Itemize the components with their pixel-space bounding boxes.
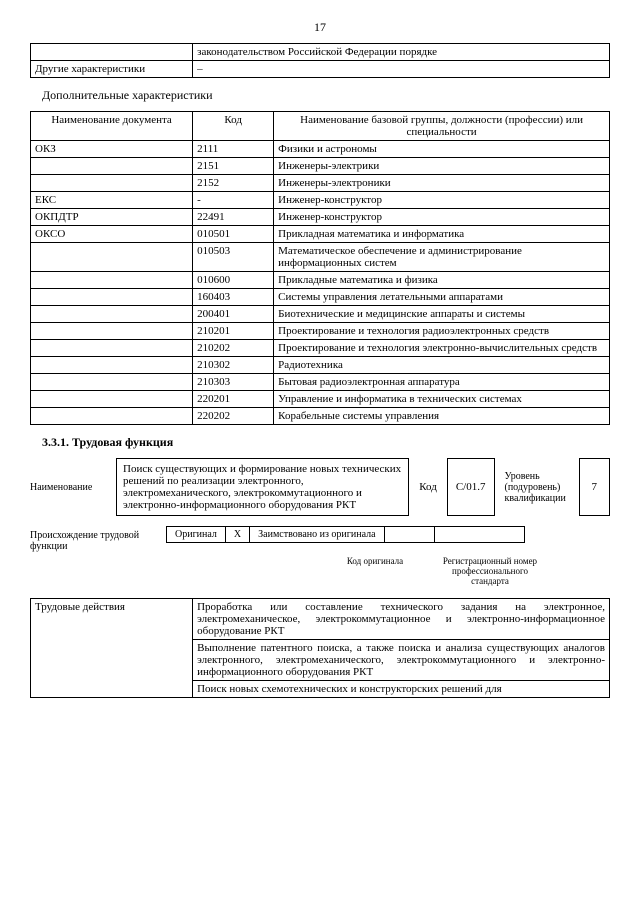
- cell: [31, 44, 193, 61]
- cell: 2152: [193, 175, 274, 192]
- cell: [31, 357, 193, 374]
- cell: ОКПДТР: [31, 209, 193, 226]
- cell: [384, 527, 434, 543]
- cell: Радиотехника: [274, 357, 610, 374]
- origin-table: Оригинал X Заимствовано из оригинала: [166, 526, 525, 543]
- sublabels: Код оригинала Регистрационный номер проф…: [345, 556, 610, 586]
- name-label: Наименование: [30, 458, 110, 516]
- cell: Выполнение патентного поиска, а также по…: [193, 640, 610, 681]
- cell: 210201: [193, 323, 274, 340]
- level-box: 7: [579, 458, 611, 516]
- cell: [31, 374, 193, 391]
- cell: [31, 391, 193, 408]
- th: Наименование базовой группы, должности (…: [274, 112, 610, 141]
- cell: X: [225, 527, 249, 543]
- cell: ЕКС: [31, 192, 193, 209]
- cell: [31, 340, 193, 357]
- cell: Оригинал: [167, 527, 226, 543]
- cell: Проектирование и технология радиоэлектро…: [274, 323, 610, 340]
- cell: Системы управления летательными аппарата…: [274, 289, 610, 306]
- characteristics-table: Наименование документа Код Наименование …: [30, 111, 610, 425]
- cell: законодательством Российской Федерации п…: [193, 44, 610, 61]
- cell: Другие характеристики: [31, 61, 193, 78]
- origin-label: Происхождение трудовой функции: [30, 526, 160, 552]
- cell: [31, 272, 193, 289]
- cell: 210302: [193, 357, 274, 374]
- sublabel1: Код оригинала: [345, 556, 405, 586]
- cell: Заимствовано из оригинала: [250, 527, 384, 543]
- cell: [31, 243, 193, 272]
- cell: 010600: [193, 272, 274, 289]
- cell: Трудовые действия: [31, 599, 193, 698]
- cell: Проектирование и технология электронно-в…: [274, 340, 610, 357]
- cell: 160403: [193, 289, 274, 306]
- level-label: Уровень (подуровень) квалификации: [501, 458, 573, 516]
- cell: Поиск новых схемотехнических и конструкт…: [193, 681, 610, 698]
- additional-title: Дополнительные характеристики: [30, 88, 610, 103]
- th: Код: [193, 112, 274, 141]
- cell: Бытовая радиоэлектронная аппаратура: [274, 374, 610, 391]
- cell: Математическое обеспечение и администрир…: [274, 243, 610, 272]
- cell: [31, 306, 193, 323]
- name-box: Поиск существующих и формирование новых …: [116, 458, 409, 516]
- cell: Инженеры-электроники: [274, 175, 610, 192]
- cell: –: [193, 61, 610, 78]
- cell: Прикладные математика и физика: [274, 272, 610, 289]
- cell: ОКЗ: [31, 141, 193, 158]
- top-table: законодательством Российской Федерации п…: [30, 43, 610, 78]
- cell: Инженер-конструктор: [274, 209, 610, 226]
- cell: [31, 323, 193, 340]
- cell: Проработка или составление технического …: [193, 599, 610, 640]
- cell: Биотехнические и медицинские аппараты и …: [274, 306, 610, 323]
- cell: [31, 158, 193, 175]
- cell: 010503: [193, 243, 274, 272]
- kod-box: C/01.7: [447, 458, 495, 516]
- cell: Инженеры-электрики: [274, 158, 610, 175]
- cell: 210202: [193, 340, 274, 357]
- cell: 010501: [193, 226, 274, 243]
- cell: 22491: [193, 209, 274, 226]
- cell: [31, 408, 193, 425]
- cell: Управление и информатика в технических с…: [274, 391, 610, 408]
- cell: Инженер-конструктор: [274, 192, 610, 209]
- cell: [31, 175, 193, 192]
- page-number: 17: [30, 20, 610, 35]
- cell: 220201: [193, 391, 274, 408]
- sublabel2: Регистрационный номер профессионального …: [435, 556, 545, 586]
- kod-label: Код: [415, 458, 441, 516]
- cell: Физики и астрономы: [274, 141, 610, 158]
- origin-block: Происхождение трудовой функции Оригинал …: [30, 526, 610, 552]
- section-331-title: 3.3.1. Трудовая функция: [30, 435, 610, 450]
- cell: -: [193, 192, 274, 209]
- cell: Прикладная математика и информатика: [274, 226, 610, 243]
- cell: Корабельные системы управления: [274, 408, 610, 425]
- cell: 2151: [193, 158, 274, 175]
- cell: 210303: [193, 374, 274, 391]
- cell: ОКСО: [31, 226, 193, 243]
- th: Наименование документа: [31, 112, 193, 141]
- actions-table: Трудовые действия Проработка или составл…: [30, 598, 610, 698]
- cell: [31, 289, 193, 306]
- cell: 200401: [193, 306, 274, 323]
- cell: 2111: [193, 141, 274, 158]
- cell: 220202: [193, 408, 274, 425]
- function-block: Наименование Поиск существующих и формир…: [30, 458, 610, 516]
- cell: [434, 527, 524, 543]
